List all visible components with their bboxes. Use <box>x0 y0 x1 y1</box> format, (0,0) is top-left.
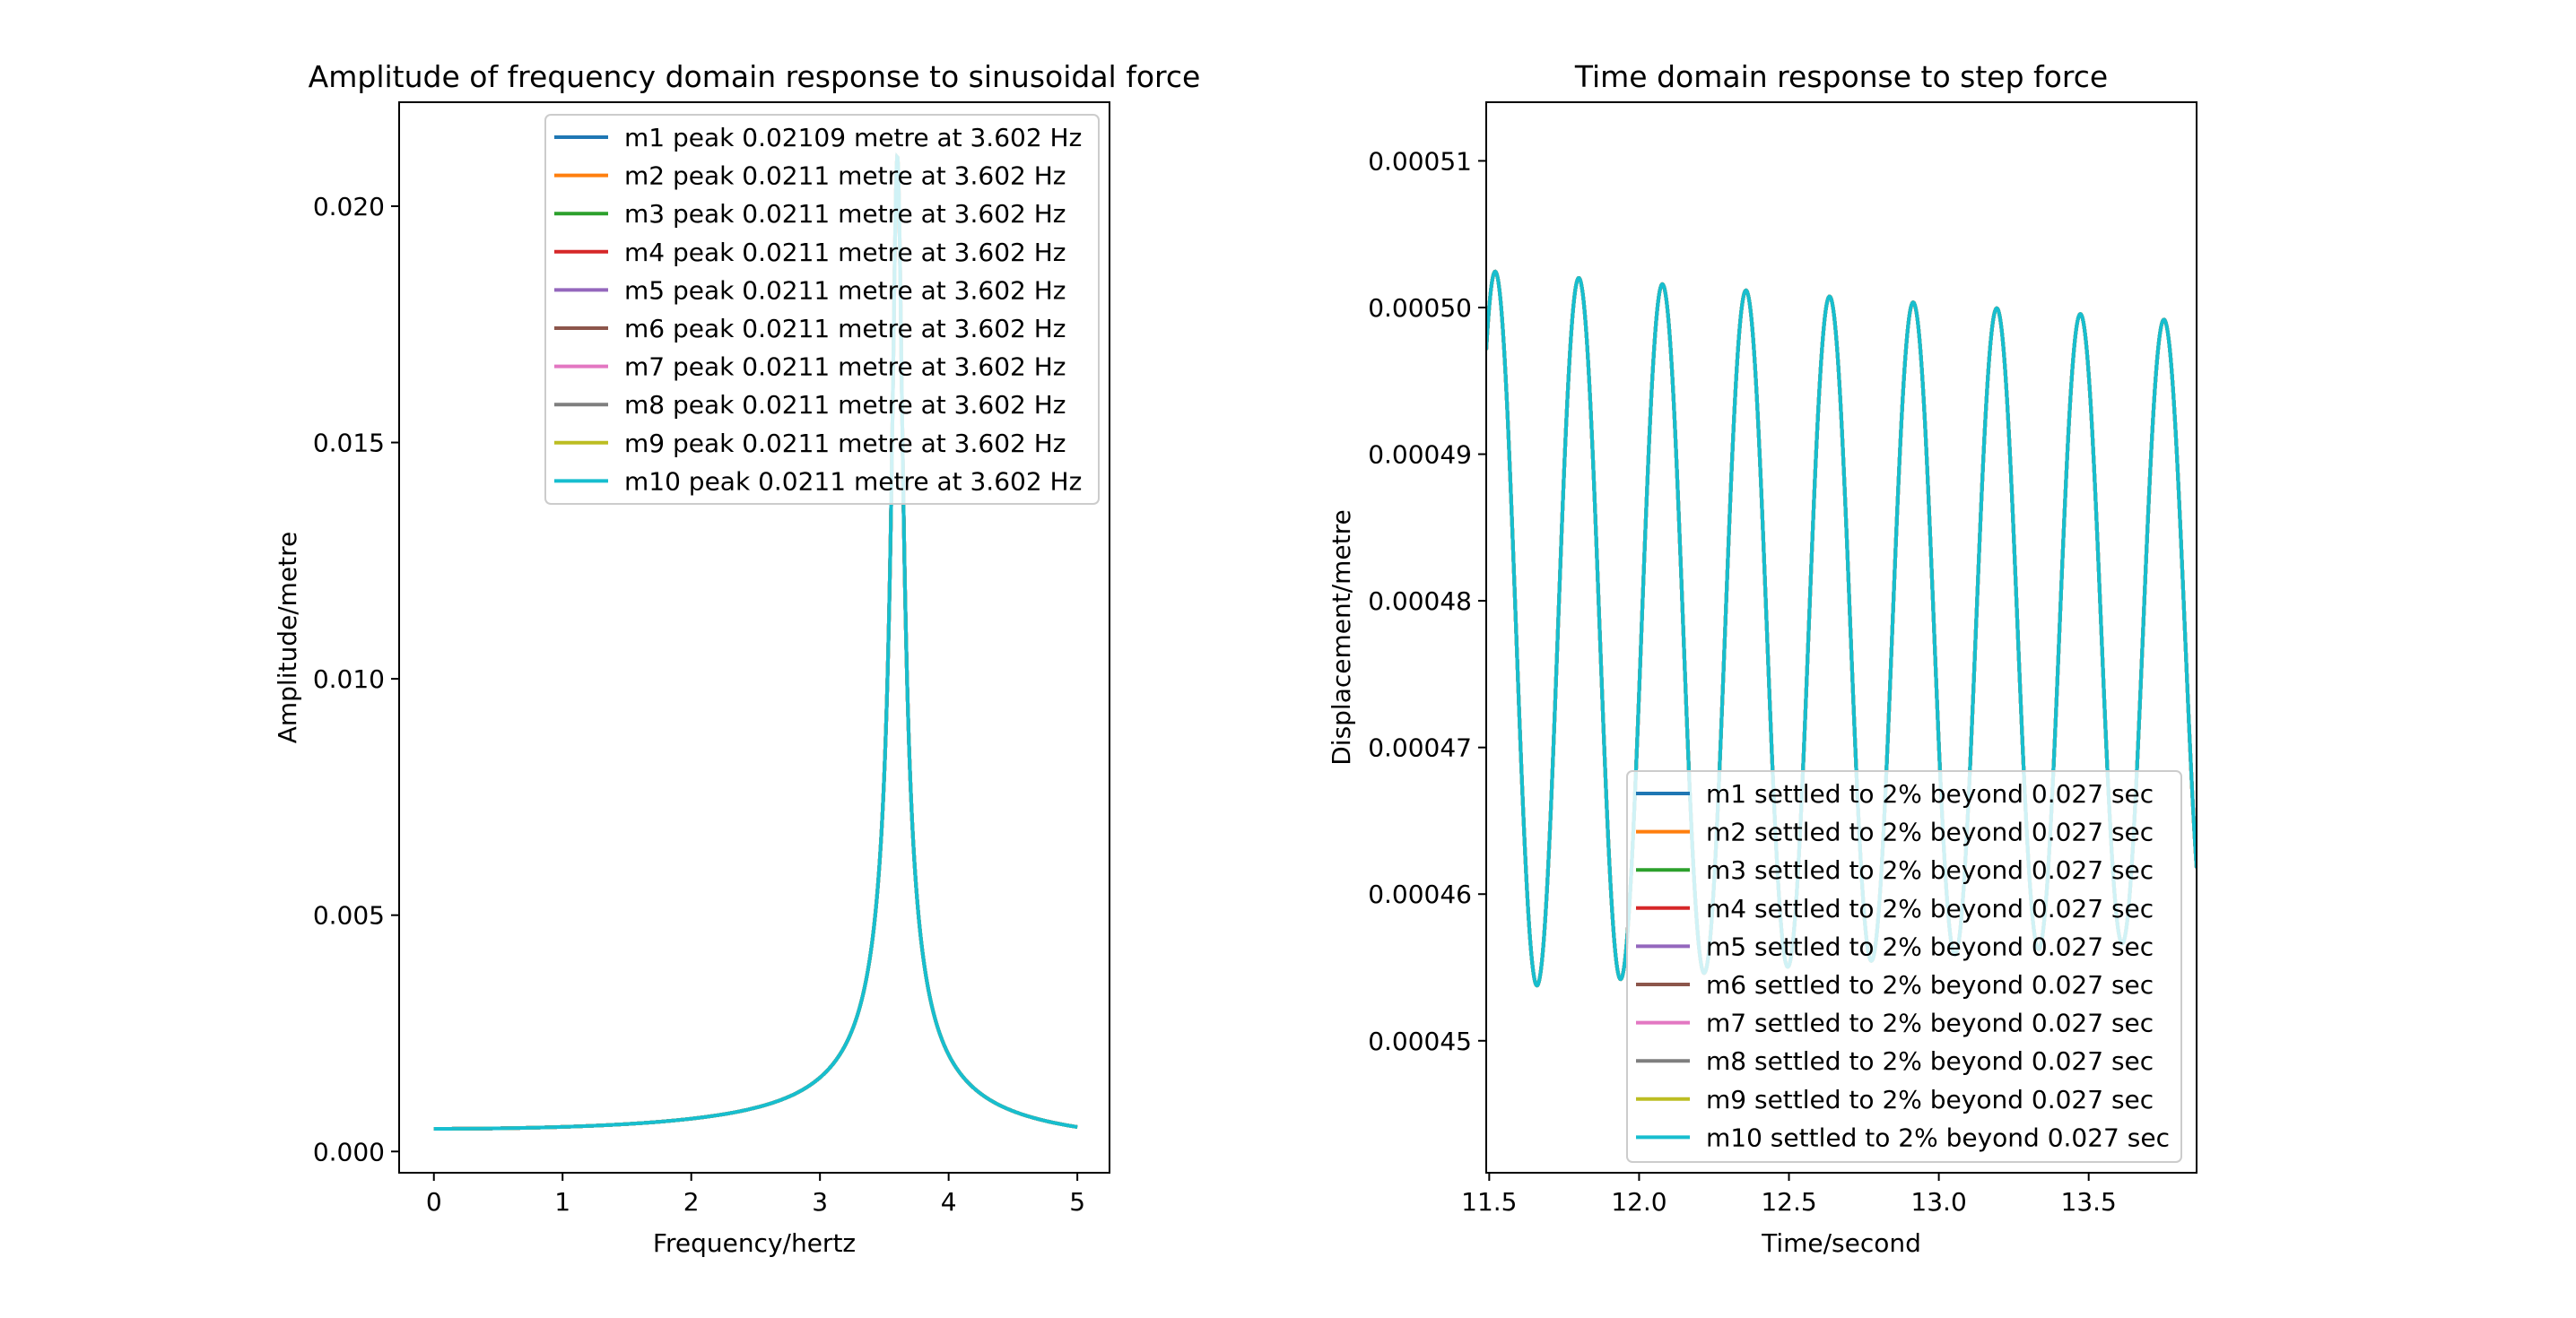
y-tick-label: 0.020 <box>313 192 385 221</box>
y-tick-label: 0.00050 <box>1368 293 1472 323</box>
legend-label-4: m4 settled to 2% beyond 0.027 sec <box>1706 894 2154 923</box>
chart-panel-1: 0 1 2 3 4 5 0.000 0.005 0.010 0.015 0.020 Amplitude… <box>273 59 1200 1258</box>
x-tick-label: 13.0 <box>1910 1187 1966 1217</box>
legend-label-8: m8 peak 0.0211 metre at 3.602 Hz <box>624 390 1066 420</box>
legend-label-9: m9 peak 0.0211 metre at 3.602 Hz <box>624 429 1066 458</box>
legend-box <box>544 114 1100 505</box>
legend-label-3: m3 peak 0.0211 metre at 3.602 Hz <box>624 199 1066 229</box>
y-tick-label: 0.00045 <box>1368 1027 1472 1056</box>
axes-frame <box>398 101 1110 1174</box>
legend-label-7: m7 settled to 2% beyond 0.027 sec <box>1706 1009 2154 1038</box>
x-axis-label: Frequency/hertz <box>653 1228 856 1258</box>
x-tick-label: 13.5 <box>2061 1187 2117 1217</box>
y-axis-label: Amplitude/metre <box>273 532 302 744</box>
y-tick-label: 0.000 <box>313 1137 385 1166</box>
legend-label-2: m2 settled to 2% beyond 0.027 sec <box>1706 818 2154 847</box>
x-tick-label: 12.0 <box>1611 1187 1667 1217</box>
x-tick-label: 5 <box>1069 1187 1085 1217</box>
chart-panel-2: 11.5 12.0 12.5 13.0 13.5 0.00045 0.00046 0.0004… <box>1327 59 2197 1258</box>
x-tick-label: 12.5 <box>1761 1187 1816 1217</box>
y-tick-label: 0.010 <box>313 664 385 694</box>
legend-box <box>1626 770 2182 1163</box>
axes-frame <box>1485 101 2197 1174</box>
x-tick-label: 3 <box>812 1187 828 1217</box>
y-axis-label: Displacement/metre <box>1327 509 1356 766</box>
series-line-10 <box>433 152 1078 1131</box>
x-tick-label: 11.5 <box>1461 1187 1517 1217</box>
x-tick-label: 1 <box>554 1187 570 1217</box>
x-axis-label: Time/second <box>1761 1228 1921 1258</box>
legend-label-1: m1 settled to 2% beyond 0.027 sec <box>1706 779 2154 809</box>
y-tick-label: 0.00049 <box>1368 440 1472 470</box>
y-tick-label: 0.00047 <box>1368 733 1472 763</box>
series-line-10 <box>1486 269 2197 988</box>
y-tick-label: 0.00048 <box>1368 586 1472 616</box>
legend-label-1: m1 peak 0.02109 metre at 3.602 Hz <box>624 123 1082 152</box>
legend-label-4: m4 peak 0.0211 metre at 3.602 Hz <box>624 238 1066 267</box>
legend-label-7: m7 peak 0.0211 metre at 3.602 Hz <box>624 352 1066 382</box>
x-tick-label: 2 <box>683 1187 700 1217</box>
legend: m1 settled to 2% beyond 0.027 sec m2 sett… <box>1626 770 2182 1163</box>
legend-label-8: m8 settled to 2% beyond 0.027 sec <box>1706 1046 2154 1076</box>
x-tick-label: 0 <box>426 1187 442 1217</box>
legend-label-10: m10 settled to 2% beyond 0.027 sec <box>1706 1123 2170 1152</box>
y-tick-label: 0.00046 <box>1368 880 1472 909</box>
legend-label-10: m10 peak 0.0211 metre at 3.602 Hz <box>624 466 1082 496</box>
chart-title: Time domain response to step force <box>1574 59 2108 94</box>
y-tick-label: 0.00051 <box>1368 146 1472 176</box>
x-tick-label: 4 <box>941 1187 957 1217</box>
chart-title: Amplitude of frequency domain response t… <box>309 59 1201 94</box>
legend-label-3: m3 settled to 2% beyond 0.027 sec <box>1706 855 2154 885</box>
legend-label-9: m9 settled to 2% beyond 0.027 sec <box>1706 1085 2154 1114</box>
legend-label-5: m5 settled to 2% beyond 0.027 sec <box>1706 932 2154 961</box>
legend-label-6: m6 peak 0.0211 metre at 3.602 Hz <box>624 314 1066 343</box>
legend-label-5: m5 peak 0.0211 metre at 3.602 Hz <box>624 275 1066 305</box>
legend-label-6: m6 settled to 2% beyond 0.027 sec <box>1706 970 2154 1000</box>
y-tick-label: 0.015 <box>313 429 385 458</box>
legend: m1 peak 0.02109 metre at 3.602 Hz m2 peak… <box>544 114 1100 505</box>
legend-label-2: m2 peak 0.0211 metre at 3.602 Hz <box>624 161 1066 191</box>
y-tick-label: 0.005 <box>313 901 385 931</box>
